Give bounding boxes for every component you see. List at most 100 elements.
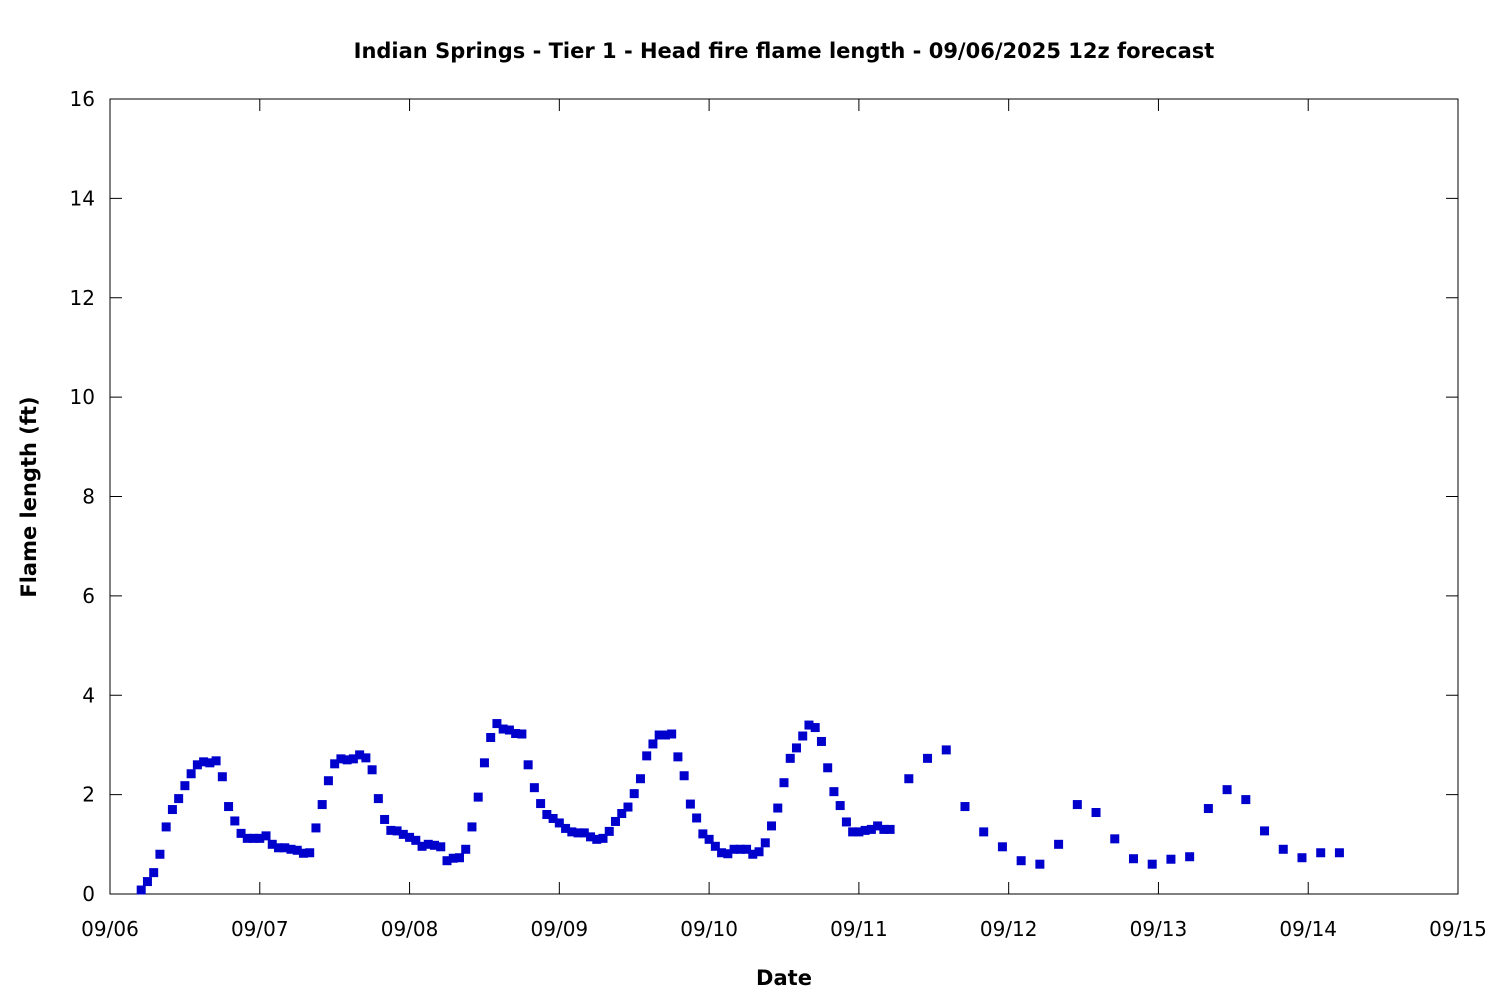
data-point (311, 823, 321, 833)
data-point (923, 753, 933, 763)
data-point (330, 759, 340, 769)
data-point (654, 730, 664, 740)
x-tick-label: 09/14 (1279, 917, 1337, 941)
data-point (461, 844, 471, 854)
data-point (785, 753, 795, 763)
data-point (224, 802, 234, 812)
data-point (367, 765, 377, 775)
data-point (617, 809, 627, 819)
data-point (804, 720, 814, 730)
y-tick-label: 12 (70, 286, 95, 310)
data-point (704, 834, 714, 844)
data-point (136, 885, 146, 895)
x-tick-label: 09/10 (680, 917, 738, 941)
data-point (754, 847, 764, 857)
data-point (492, 719, 502, 729)
data-point (554, 818, 564, 828)
data-point (199, 757, 209, 767)
data-point (779, 778, 789, 788)
y-tick-label: 10 (70, 385, 95, 409)
data-point (342, 755, 352, 765)
data-point (1203, 804, 1213, 814)
data-point (448, 853, 458, 863)
data-point (673, 752, 683, 762)
data-point (292, 845, 302, 855)
data-point (1091, 808, 1101, 818)
data-point (430, 840, 440, 850)
data-point (467, 822, 477, 832)
data-point (1054, 839, 1064, 849)
data-point (767, 821, 777, 831)
data-point (161, 822, 171, 832)
data-point (586, 832, 596, 842)
data-point (816, 736, 826, 746)
data-point (829, 787, 839, 797)
y-axis-label: Flame length (ft) (17, 396, 41, 597)
data-point (885, 824, 895, 834)
data-point (823, 763, 833, 773)
data-point (386, 825, 396, 835)
chart-title: Indian Springs - Tier 1 - Head fire flam… (354, 39, 1215, 63)
data-point (473, 792, 483, 802)
data-point (523, 760, 533, 770)
x-axis-label: Date (756, 966, 812, 990)
data-point (723, 849, 733, 859)
data-point (860, 825, 870, 835)
data-point (230, 816, 240, 826)
data-point (729, 844, 739, 854)
x-tick-label: 09/15 (1429, 917, 1487, 941)
data-point (267, 839, 277, 849)
data-point (879, 824, 889, 834)
data-point (561, 823, 571, 833)
data-point (1278, 844, 1288, 854)
data-series (136, 719, 1344, 895)
data-point (529, 783, 539, 793)
data-point (685, 799, 695, 809)
data-point (405, 832, 415, 842)
data-point (960, 802, 970, 812)
data-point (286, 844, 296, 854)
data-point (611, 816, 620, 826)
data-point (679, 771, 689, 781)
y-tick-label: 4 (82, 683, 95, 707)
y-axis: 0 2 4 6 8 10 12 14 16 (70, 87, 1458, 906)
plot-area (109, 98, 1459, 895)
data-point (511, 729, 521, 739)
data-point (579, 828, 589, 838)
data-point (174, 794, 184, 804)
data-point (249, 833, 259, 843)
data-point (648, 739, 658, 749)
data-point (873, 821, 883, 831)
data-point (835, 801, 845, 811)
y-tick-label: 6 (82, 584, 95, 608)
x-tick-label: 09/12 (980, 917, 1038, 941)
data-point (517, 729, 527, 739)
data-point (417, 841, 427, 851)
data-point (573, 828, 583, 838)
x-tick-label: 09/06 (81, 917, 139, 941)
data-point (1260, 826, 1270, 836)
data-point (149, 868, 159, 878)
data-point (742, 844, 752, 854)
data-point (355, 750, 365, 760)
data-point (1222, 785, 1232, 795)
data-point (642, 751, 652, 761)
data-point (504, 725, 514, 735)
data-point (567, 827, 577, 837)
data-point (186, 769, 196, 779)
data-point (380, 814, 390, 824)
data-point (242, 833, 252, 843)
data-point (280, 843, 290, 853)
x-tick-label: 09/08 (381, 917, 439, 941)
data-point (710, 841, 720, 851)
data-point (1016, 856, 1026, 866)
data-point (323, 776, 333, 786)
x-tick-label: 09/11 (830, 917, 888, 941)
data-point (979, 827, 989, 837)
data-point (542, 810, 552, 819)
data-point (866, 824, 876, 834)
data-point (486, 732, 496, 742)
data-point (305, 848, 315, 858)
data-point (810, 723, 820, 733)
data-point (698, 829, 708, 839)
